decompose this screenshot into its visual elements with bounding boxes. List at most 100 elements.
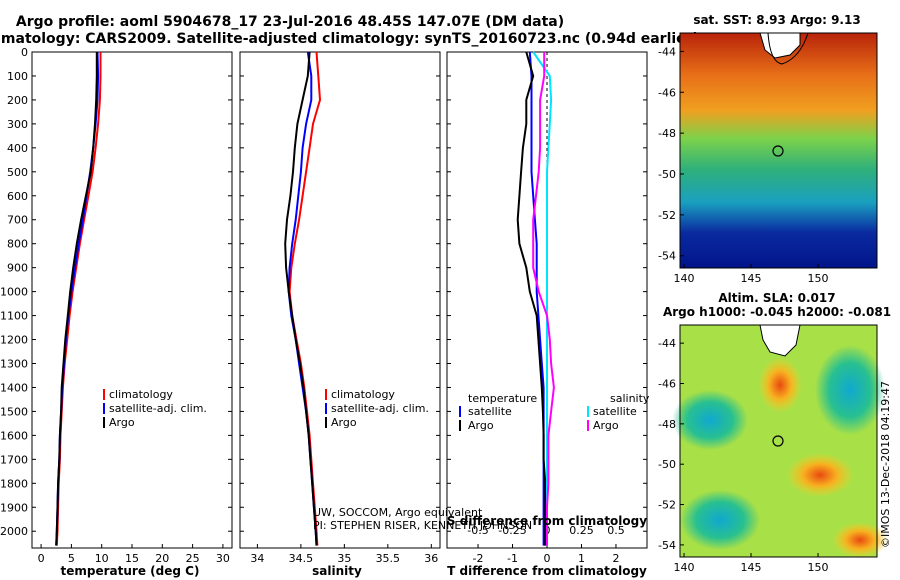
depth-tick-label: 800 bbox=[7, 238, 28, 251]
x-tick-label: 35 bbox=[337, 552, 351, 565]
map-y-tick-label: -50 bbox=[658, 168, 676, 181]
x-tick-label: 15 bbox=[125, 552, 139, 565]
map-y-tick-label: -48 bbox=[658, 127, 676, 140]
map-y-tick-label: -46 bbox=[658, 378, 676, 391]
argo-location-marker bbox=[772, 145, 784, 157]
x-tick-label: 20 bbox=[155, 552, 169, 565]
map-y-tick-label: -52 bbox=[658, 499, 676, 512]
map-y-tick-label: -54 bbox=[658, 250, 676, 263]
legend-label: climatology bbox=[109, 388, 173, 401]
argo-location-marker-2 bbox=[772, 435, 784, 447]
map-x-tick-label: 145 bbox=[741, 272, 762, 285]
annotation-line-1: UW, SOCCOM, Argo equivalent bbox=[313, 506, 483, 519]
legend-label: satellite bbox=[593, 405, 637, 418]
x-tick-label: -2 bbox=[473, 552, 484, 565]
map-x-tick-label: 145 bbox=[741, 561, 762, 574]
map-y-tick-label: -44 bbox=[658, 45, 676, 58]
depth-tick-label: 300 bbox=[7, 118, 28, 131]
depth-tick-label: 400 bbox=[7, 142, 28, 155]
title-line-2: Climatology: CARS2009. Satellite-adjuste… bbox=[0, 31, 699, 47]
map-y-tick-label: -46 bbox=[658, 86, 676, 99]
sst-map-frame bbox=[679, 32, 878, 269]
map-x-tick-label: 140 bbox=[674, 561, 695, 574]
x-tick-label: 2 bbox=[612, 552, 619, 565]
depth-tick-label: 1700 bbox=[0, 453, 28, 466]
series-line-temperature-argo bbox=[516, 51, 547, 546]
legend-label: satellite bbox=[468, 405, 512, 418]
sla-map-title-2: Argo h1000: -0.045 h2000: -0.081 bbox=[663, 305, 891, 319]
depth-tick-label: 1900 bbox=[0, 501, 28, 514]
x-tick-label: 10 bbox=[95, 552, 109, 565]
imos-watermark: ©IMOS 13-Dec-2018 04:19:47 bbox=[879, 381, 892, 548]
x-tick-label: 30 bbox=[216, 552, 230, 565]
depth-tick-label: 1100 bbox=[0, 310, 28, 323]
series-line-salinity-argo bbox=[532, 52, 555, 546]
depth-tick-label: 100 bbox=[7, 70, 28, 83]
x-tick-label: 35.5 bbox=[376, 552, 401, 565]
x-tick-label: 0 bbox=[544, 552, 551, 565]
legend-label: Argo bbox=[593, 419, 619, 432]
legend-label: Argo bbox=[331, 416, 357, 429]
legend-label: climatology bbox=[331, 388, 395, 401]
plot-area bbox=[239, 51, 441, 549]
map-x-tick-label: 150 bbox=[808, 272, 829, 285]
depth-tick-label: 1800 bbox=[0, 477, 28, 490]
x-tick-label: 5 bbox=[68, 552, 75, 565]
sst-map-title: sat. SST: 8.93 Argo: 9.13 bbox=[693, 13, 860, 27]
s-tick-label: 0.25 bbox=[569, 524, 594, 537]
depth-tick-label: 600 bbox=[7, 190, 28, 203]
salinity-xlabel: salinity bbox=[312, 564, 362, 578]
x-tick-label: 1 bbox=[578, 552, 585, 565]
temperature-xlabel: temperature (deg C) bbox=[61, 564, 200, 578]
depth-tick-label: 2000 bbox=[0, 525, 28, 538]
depth-tick-label: 0 bbox=[21, 46, 28, 59]
sla-map-frame bbox=[679, 324, 878, 558]
temperature-panel: 0100200300400500600700800900100011001200… bbox=[0, 46, 233, 565]
s-tick-label: -0.25 bbox=[498, 524, 526, 537]
depth-tick-label: 500 bbox=[7, 166, 28, 179]
map-x-tick-label: 140 bbox=[674, 272, 695, 285]
x-tick-label: -1 bbox=[507, 552, 518, 565]
legend-label: Argo bbox=[468, 419, 494, 432]
tdiff-xlabel: T difference from climatology bbox=[447, 564, 647, 578]
sla-map: Altim. SLA: 0.017 Argo h1000: -0.045 h20… bbox=[658, 291, 891, 574]
x-tick-label: 0 bbox=[38, 552, 45, 565]
x-tick-label: 36 bbox=[424, 552, 438, 565]
series-line-salinity-satellite bbox=[532, 51, 553, 546]
s-tick-label: -0.5 bbox=[467, 524, 488, 537]
map-y-tick-label: -54 bbox=[658, 539, 676, 552]
legend-label: satellite-adj. clim. bbox=[109, 402, 207, 415]
sst-contour bbox=[767, 32, 809, 65]
depth-tick-label: 900 bbox=[7, 262, 28, 275]
title-line-1: Argo profile: aoml 5904678_17 23-Jul-201… bbox=[16, 14, 564, 30]
salinity-panel: 34 34.5 35 35.5 36 climatologysatellite-adj. … bbox=[239, 51, 441, 565]
map-y-tick-label: -52 bbox=[658, 209, 676, 222]
depth-tick-label: 1600 bbox=[0, 429, 28, 442]
map-y-tick-label: -50 bbox=[658, 458, 676, 471]
depth-tick-label: 1200 bbox=[0, 334, 28, 347]
s-tick-label: 0.5 bbox=[607, 524, 625, 537]
annotation-line-2: PI: STEPHEN RISER, KENNETH JOHNSON bbox=[313, 519, 532, 532]
map-y-tick-label: -48 bbox=[658, 418, 676, 431]
depth-tick-label: 1000 bbox=[0, 286, 28, 299]
depth-tick-label: 1400 bbox=[0, 381, 28, 394]
x-tick-label: 25 bbox=[186, 552, 200, 565]
sdiff-xlabel: S difference from climatology bbox=[447, 514, 647, 528]
legend-label: satellite-adj. clim. bbox=[331, 402, 429, 415]
depth-tick-label: 200 bbox=[7, 94, 28, 107]
plot-area bbox=[31, 51, 233, 549]
sst-map: sat. SST: 8.93 Argo: 9.13 140 145 150 -44 -4… bbox=[658, 13, 878, 285]
legend-label: Argo bbox=[109, 416, 135, 429]
x-tick-label: 34 bbox=[250, 552, 264, 565]
depth-tick-label: 1500 bbox=[0, 405, 28, 418]
legend-title-temperature: temperature bbox=[468, 392, 537, 405]
x-tick-label: 34.5 bbox=[289, 552, 314, 565]
depth-tick-label: 1300 bbox=[0, 357, 28, 370]
sst-field bbox=[680, 33, 877, 268]
sla-map-title-1: Altim. SLA: 0.017 bbox=[718, 291, 835, 305]
map-x-tick-label: 150 bbox=[808, 561, 829, 574]
depth-tick-label: 700 bbox=[7, 214, 28, 227]
series-line-argo bbox=[55, 52, 98, 546]
